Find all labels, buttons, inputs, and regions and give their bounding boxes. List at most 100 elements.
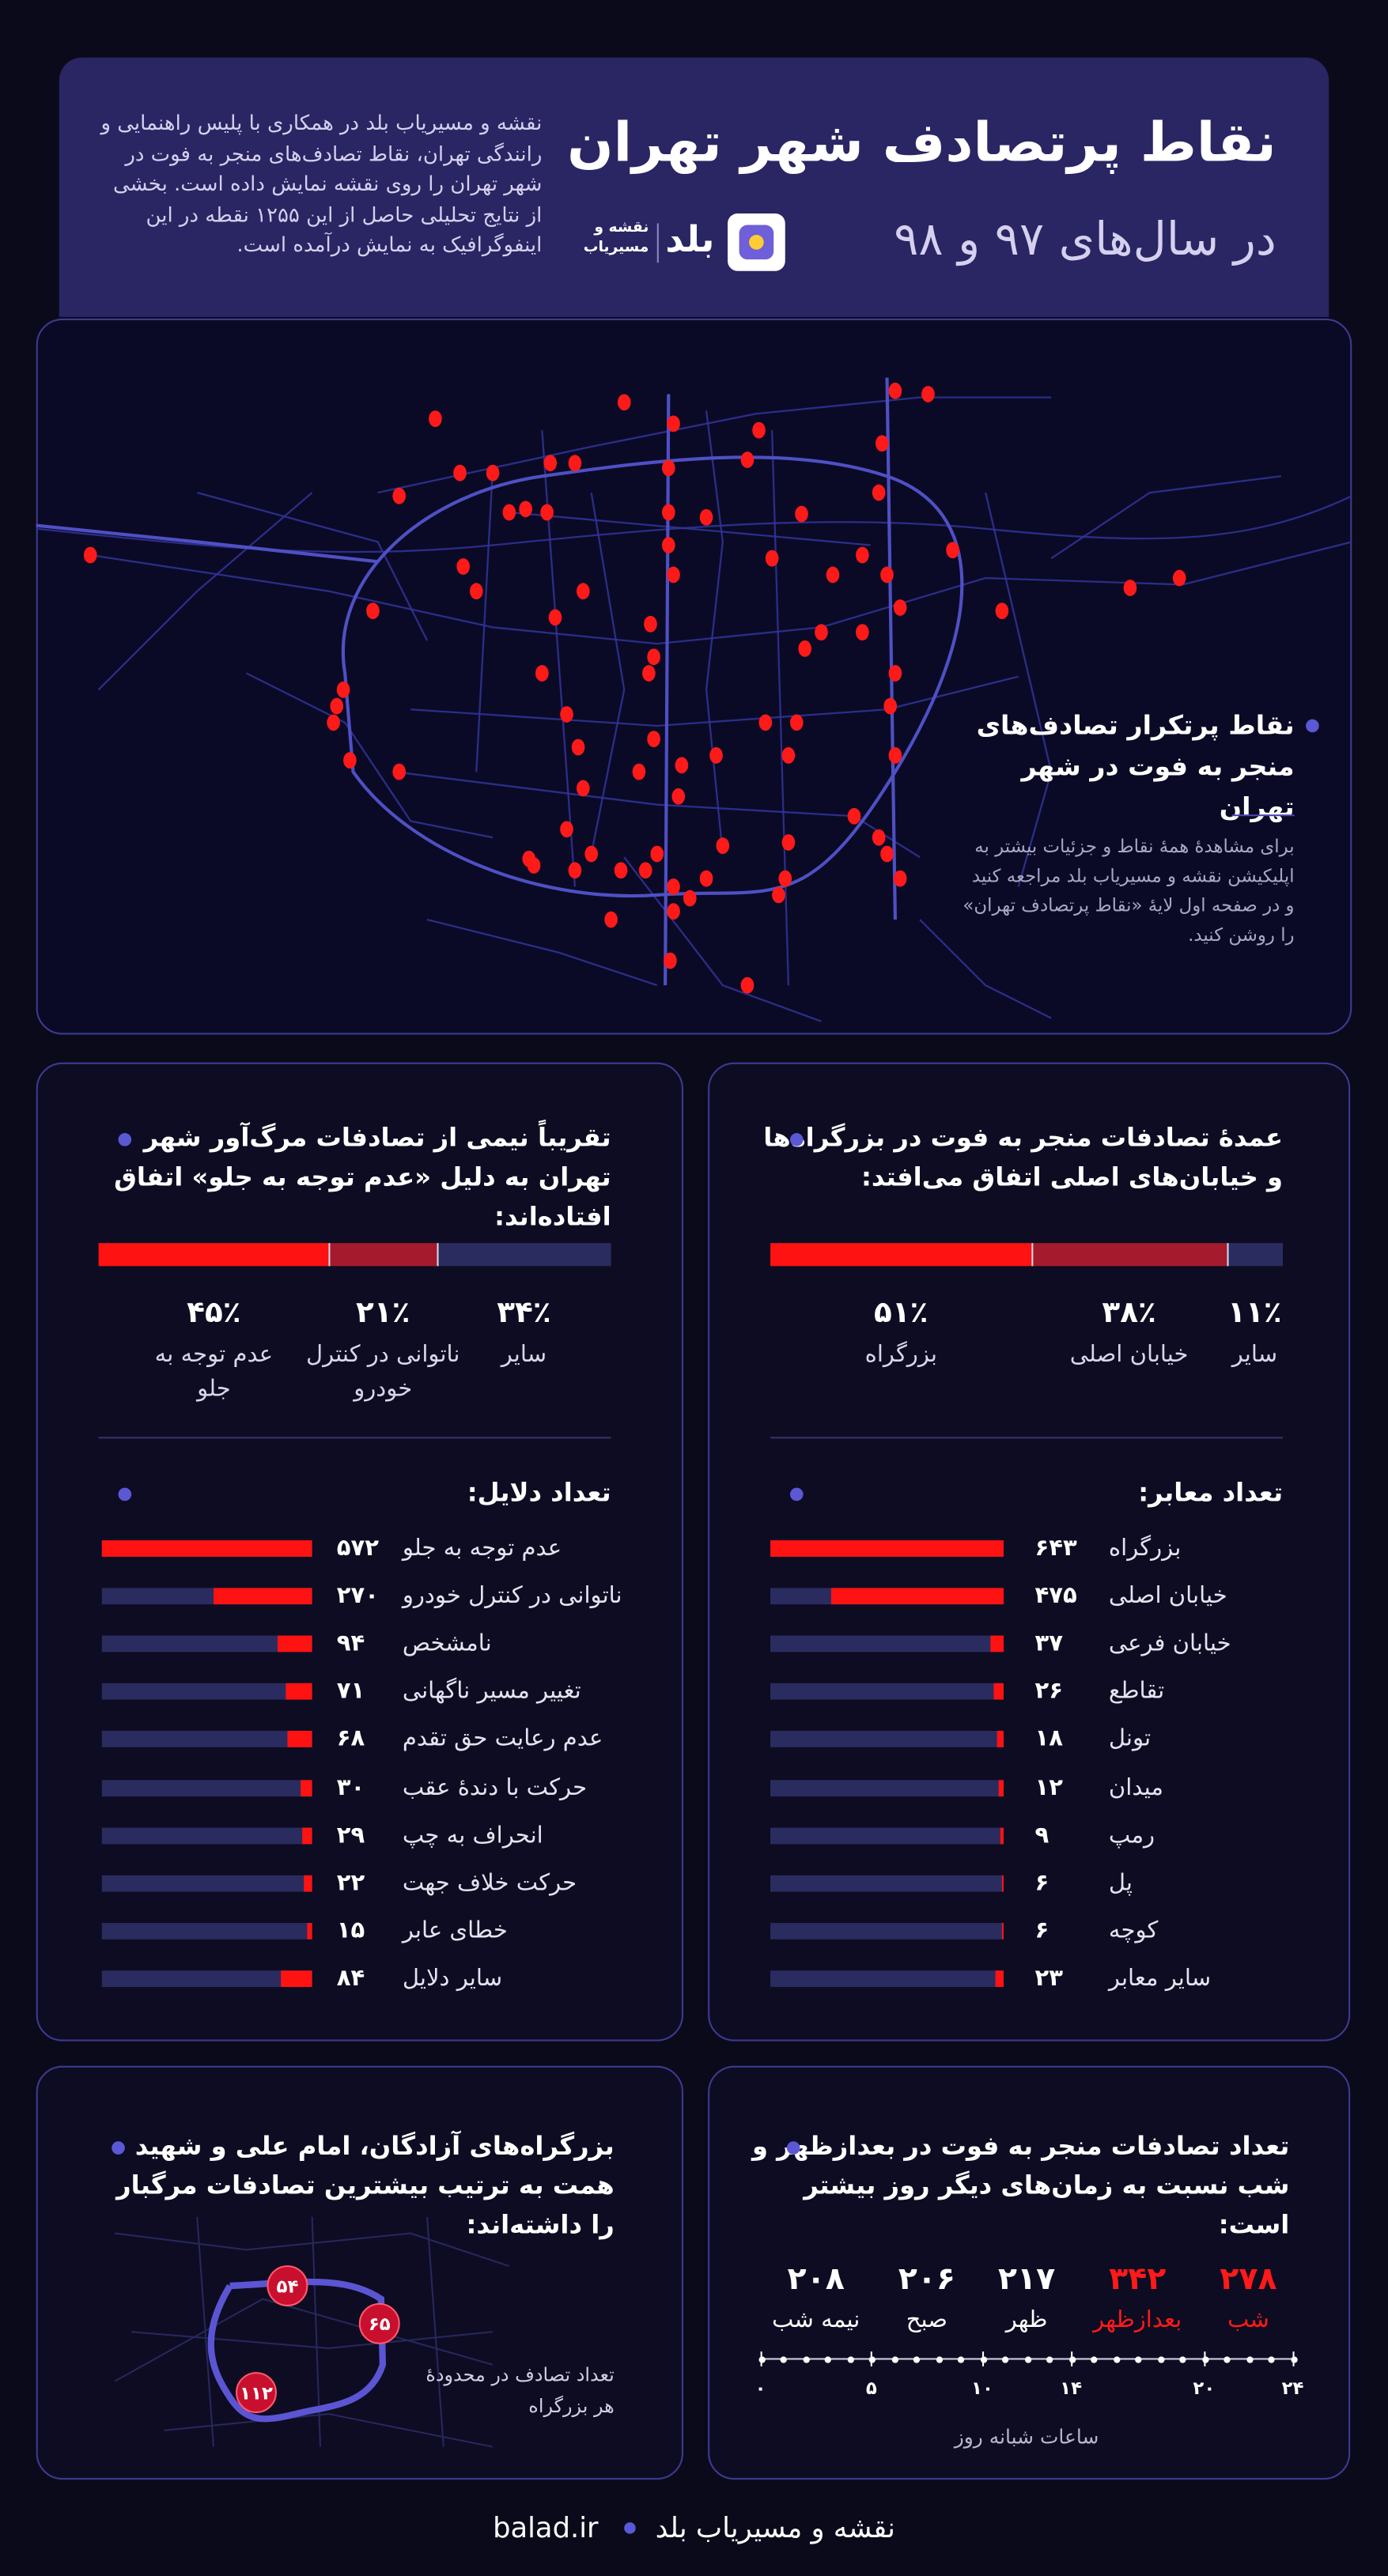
accident-point bbox=[568, 455, 582, 472]
bar bbox=[304, 1875, 312, 1891]
value-label: ۲۳ bbox=[1034, 1965, 1063, 1992]
road bbox=[131, 2331, 494, 2350]
bullet bbox=[786, 2141, 800, 2155]
value-label: ۵۷۲ bbox=[336, 1535, 380, 1562]
bar bbox=[770, 1540, 1004, 1557]
road bbox=[115, 2232, 510, 2268]
category-label: عدم توجه به جلو bbox=[154, 1341, 274, 1403]
accident-point bbox=[880, 566, 894, 584]
accident-point bbox=[921, 386, 935, 402]
value-label: ۷۱ bbox=[336, 1679, 365, 1705]
category-label: خیابان فرعی bbox=[1108, 1630, 1231, 1657]
category-label: کوچه bbox=[1108, 1917, 1159, 1944]
x-axis-label: ساعات شبانه روز bbox=[954, 2425, 1099, 2449]
accident-point bbox=[758, 714, 773, 731]
accident-point bbox=[661, 459, 675, 477]
category-label: ظهر bbox=[1005, 2307, 1048, 2334]
road bbox=[394, 771, 921, 859]
value-label: ۳۷ bbox=[1034, 1630, 1063, 1657]
value-label: ۱۲ bbox=[1034, 1774, 1063, 1801]
category-label: حرکت خلاف جهت bbox=[402, 1869, 577, 1897]
hour-dot bbox=[979, 2355, 987, 2363]
bar bbox=[277, 1635, 312, 1652]
road bbox=[196, 491, 429, 641]
bar-track bbox=[770, 1635, 1004, 1652]
separator bbox=[1231, 814, 1295, 817]
bar bbox=[1000, 1826, 1004, 1844]
accident-point bbox=[781, 834, 796, 851]
hour-dot bbox=[846, 2355, 853, 2363]
hour-dot bbox=[1290, 2355, 1297, 2363]
x-tick bbox=[759, 2351, 762, 2366]
category-label: خطای عابر bbox=[402, 1917, 508, 1944]
category-label: ناتوانی در کنترل خودرو bbox=[305, 1341, 460, 1403]
accident-point bbox=[632, 763, 646, 780]
bubble bbox=[358, 2302, 400, 2344]
accident-point bbox=[893, 599, 907, 616]
hour-dot bbox=[1135, 2355, 1142, 2363]
accident-point bbox=[614, 862, 628, 879]
category-label: ناتوانی در کنترل خودرو bbox=[402, 1583, 622, 1610]
road bbox=[771, 430, 790, 986]
value-label: ۶۴۳ bbox=[1034, 1535, 1077, 1562]
bar bbox=[1001, 1875, 1004, 1891]
value-label: ۲۷۰ bbox=[336, 1583, 380, 1610]
value-label: ۹۴ bbox=[336, 1630, 365, 1657]
bar-track bbox=[770, 1922, 1004, 1940]
x-tick-label: ۱۴ bbox=[1060, 2378, 1083, 2400]
bar-segment bbox=[98, 1243, 330, 1267]
bar bbox=[990, 1635, 1004, 1652]
hour-dot bbox=[1223, 2355, 1231, 2363]
hour-dot bbox=[1046, 2355, 1053, 2363]
logo-name: بلد bbox=[665, 220, 715, 262]
x-tick-label: ۰ bbox=[755, 2378, 766, 2400]
x-tick bbox=[870, 2351, 872, 2366]
logo-icon-dot bbox=[749, 234, 764, 250]
accident-point bbox=[83, 546, 97, 564]
accident-point bbox=[647, 648, 660, 666]
accident-point bbox=[638, 862, 652, 879]
hour-dot bbox=[1157, 2355, 1164, 2363]
x-tick-label: ۲۰ bbox=[1193, 2378, 1216, 2400]
bar-segment bbox=[1031, 1243, 1227, 1267]
accident-point bbox=[647, 731, 660, 747]
accident-point bbox=[576, 583, 590, 600]
value-label: ۵۱٪ bbox=[874, 1295, 928, 1331]
page-title: نقاط پرتصادف شهر تهران bbox=[567, 110, 1276, 175]
accident-point bbox=[644, 615, 657, 633]
value-label: ۶۸ bbox=[336, 1726, 365, 1753]
bullet bbox=[1306, 719, 1319, 733]
category-label: خیابان اصلی bbox=[1108, 1583, 1227, 1610]
map-panel bbox=[36, 318, 1352, 1035]
accident-point bbox=[888, 746, 902, 764]
category-label: پل bbox=[1108, 1869, 1133, 1897]
accident-point bbox=[765, 550, 779, 567]
bar-track bbox=[770, 1826, 1004, 1844]
accident-point bbox=[543, 455, 558, 472]
accident-point bbox=[548, 609, 562, 626]
category-label: شب bbox=[1227, 2307, 1269, 2334]
hour-dot bbox=[1246, 2355, 1253, 2363]
value-label: ۲۱۷ bbox=[997, 2261, 1056, 2298]
accident-point bbox=[1172, 569, 1186, 587]
bar bbox=[999, 1779, 1004, 1796]
accident-point bbox=[453, 464, 467, 482]
category-label: خیابان اصلی bbox=[1069, 1341, 1189, 1369]
accident-point bbox=[740, 976, 755, 994]
bullet bbox=[789, 1487, 804, 1501]
accident-point bbox=[392, 763, 406, 780]
category-label: بزرگراه bbox=[864, 1341, 937, 1369]
footer-brand: نقشه و مسیریاب بلد bbox=[655, 2512, 895, 2546]
accident-point bbox=[527, 857, 541, 874]
road bbox=[1050, 475, 1282, 560]
accident-point bbox=[661, 537, 675, 553]
chart-title: تعداد تصادفات منجر به فوت در بعدازظهر و … bbox=[751, 2131, 1290, 2240]
value-label: ۳۴٪ bbox=[497, 1295, 551, 1331]
bar-segment bbox=[770, 1243, 1032, 1267]
accident-point bbox=[664, 952, 677, 969]
road bbox=[246, 672, 494, 839]
accident-point bbox=[778, 870, 792, 887]
road bbox=[410, 675, 1019, 727]
